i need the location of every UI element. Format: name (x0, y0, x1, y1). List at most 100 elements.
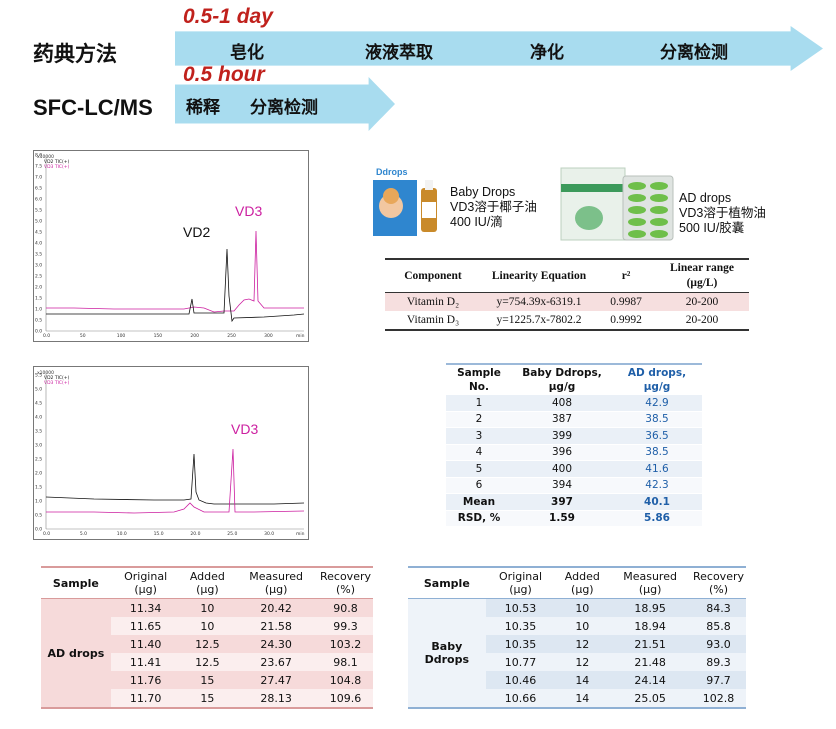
recovery-cell: 18.94 (609, 617, 691, 635)
recovery-cell: 10.35 (485, 635, 556, 653)
y-tick-label: 1.5 (35, 485, 42, 491)
chrom1-trace-vd2 (46, 248, 305, 323)
recovery-row: 10.35 12 21.51 93.0 (408, 635, 746, 653)
sample-cell: 3 (446, 427, 512, 445)
recovery-cell: 10.35 (485, 617, 556, 635)
y-tick-label: 1.0 (35, 499, 42, 505)
y-tick-label: 7.5 (35, 164, 42, 170)
ad-drops-package-svg (560, 167, 674, 241)
time-label-pharmacopeia: 0.5-1 day (183, 5, 273, 28)
x-tick-label: min (296, 333, 305, 339)
baby-drops-package-svg: Ddrops (373, 162, 437, 236)
ad-drops-description: AD drops VD3溶于植物油 500 IU/胶囊 (679, 191, 766, 236)
recovery-cell: 10.66 (485, 689, 556, 708)
x-tick-label: 5.0 (80, 531, 87, 537)
sample-cell: 2 (446, 411, 512, 428)
sample-cell: Mean (446, 493, 512, 511)
recovery-row: 10.66 14 25.05 102.8 (408, 689, 746, 708)
linearity-cell: Vitamin D₃ (406, 314, 460, 326)
ad-box-drop-shape (575, 206, 603, 230)
y-tick-label: 8.0 (35, 153, 42, 159)
recovery-row: AD drops 11.34 10 20.42 90.8 (41, 598, 373, 708)
chrom1-scale: x10000 (37, 154, 54, 160)
sample-cell: 36.5 (612, 427, 702, 445)
sample-cell: 4 (446, 444, 512, 461)
recovery-baby-col-added: Added (μg) (564, 570, 600, 596)
recovery-cell: 14 (555, 689, 610, 708)
y-tick-label: 5.5 (35, 373, 42, 379)
recovery-ad-col-measured: Measured (μg) (249, 570, 303, 596)
recovery-cell: 98.1 (317, 653, 373, 671)
linearity-col-range: Linear range (μg/L) (670, 262, 734, 289)
sample-cell: 399 (512, 427, 612, 445)
x-tick-label: min (296, 531, 305, 537)
recovery-ad-col-original: Original (μg) (124, 570, 168, 596)
recovery-cell: 12.5 (180, 653, 235, 671)
sample-cell: 1.59 (512, 510, 612, 527)
y-tick-label: 1.5 (35, 296, 42, 302)
recovery-cell: 18.95 (609, 598, 691, 617)
linearity-cell: 0.9992 (610, 314, 642, 326)
sample-cell: 38.5 (612, 444, 702, 461)
recovery-sample-name: Baby Ddrops (408, 598, 486, 708)
recovery-cell: 10 (555, 617, 610, 635)
sample-row: 2 387 38.5 (446, 411, 702, 428)
sample-cell: 40.1 (612, 493, 702, 511)
recovery-cell: 25.05 (609, 689, 691, 708)
x-tick-label: 0.0 (43, 531, 50, 537)
chrom2-x-axis: 0.0 5.0 10.0 15.0 20.0 25.0 30.0 min (43, 531, 305, 537)
recovery-cell: 24.30 (234, 635, 318, 653)
baby-drops-description: Baby Drops VD3溶于椰子油 400 IU/滴 (450, 185, 537, 230)
sample-row: 4 396 38.5 (446, 444, 702, 461)
recovery-cell: 28.13 (234, 689, 318, 708)
linearity-header-row: Component Linearity Equation r² Linear r… (385, 259, 749, 293)
recovery-cell: 11.76 (110, 671, 181, 689)
chrom2-legend-vd3: VD3 TIC(+) (44, 380, 70, 386)
x-tick-label: 100 (117, 333, 126, 339)
sample-cell: RSD, % (446, 510, 512, 527)
baby-drops-name: Baby Drops (450, 185, 516, 199)
ad-drops-package-image (559, 162, 675, 244)
sample-cell: 41.6 (612, 460, 702, 478)
ad-drops-name: AD drops (679, 191, 732, 205)
x-tick-label: 10.0 (117, 531, 127, 537)
recovery-cell: 109.6 (317, 689, 373, 708)
recovery-ad-body: AD drops 11.34 10 20.42 90.8 11.65 10 21.58 99.3… (41, 598, 373, 708)
recovery-row: 11.65 10 21.58 99.3 (41, 617, 373, 635)
y-tick-label: 4.0 (35, 241, 42, 247)
x-tick-label: 20.0 (190, 531, 200, 537)
y-tick-label: 3.5 (35, 252, 42, 258)
recovery-table-ad-drops: Sample Original (μg) Added (μg) Measured… (41, 566, 373, 709)
recovery-cell: 15 (180, 671, 235, 689)
sample-row: 3 399 36.5 (446, 427, 702, 445)
ad-drops-dose: 500 IU/胶囊 (679, 221, 745, 235)
recovery-cell: 11.41 (110, 653, 181, 671)
sample-col-baby: Baby Ddrops, μg/g (512, 364, 612, 395)
sample-row: 1 408 42.9 (446, 395, 702, 412)
baby-drops-oil: VD3溶于椰子油 (450, 200, 537, 214)
recovery-cell: 102.8 (690, 689, 746, 708)
sample-cell: 397 (512, 493, 612, 511)
sample-row: Mean 397 40.1 (446, 493, 702, 511)
y-tick-label: 0.5 (35, 513, 42, 519)
sample-cell: 42.9 (612, 395, 702, 412)
chrom2-peak-label-vd3: VD3 (231, 421, 259, 437)
recovery-cell: 15 (180, 689, 235, 708)
chrom2-trace-vd2 (45, 453, 305, 505)
linearity-cell: Vitamin D₂ (385, 292, 481, 311)
y-tick-label: 0.0 (35, 329, 42, 335)
recovery-row: Baby Ddrops 10.53 10 18.95 84.3 (408, 598, 746, 708)
linearity-col-r2: r² (621, 269, 631, 282)
recovery-cell: 20.42 (234, 598, 318, 617)
recovery-cell: 23.67 (234, 653, 318, 671)
x-tick-label: 50 (80, 333, 86, 339)
y-tick-label: 0.0 (35, 527, 42, 533)
x-tick-label: 250 (227, 333, 236, 339)
recovery-cell: 24.14 (609, 671, 691, 689)
recovery-row: 11.41 12.5 23.67 98.1 (41, 653, 373, 671)
y-tick-label: 3.5 (35, 429, 42, 435)
x-tick-label: 150 (154, 333, 163, 339)
recovery-cell: 10 (180, 617, 235, 635)
sample-body: 1 408 42.9 2 387 38.5 3 399 36.5 4 396 38.5 5 400 41.6… (446, 395, 702, 527)
linearity-cell: y=1225.7x-7802.2 (496, 314, 582, 326)
